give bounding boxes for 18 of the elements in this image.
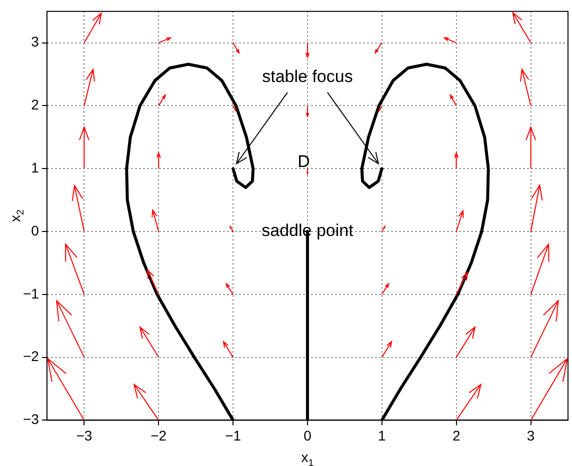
y-tick-label: −2	[22, 348, 40, 364]
y-tick-label: −3	[22, 411, 40, 428]
y-axis-title: x2	[6, 210, 27, 222]
x-tick-label: −2	[150, 427, 167, 444]
y-tick-label: 3	[31, 34, 40, 50]
annotation: D	[298, 152, 310, 172]
x-tick-label: −1	[225, 427, 242, 444]
x-tick-label: 3	[526, 427, 535, 444]
y-tick-label: 0	[31, 222, 40, 238]
y-tick-label: 1	[31, 159, 40, 176]
annotation: saddle point	[262, 221, 354, 240]
y-tick-label: 2	[31, 96, 40, 113]
x-tick-label: 2	[452, 427, 460, 444]
annotation: stable focus	[262, 67, 353, 86]
x-tick-label: 1	[378, 427, 386, 444]
y-tick-label: −1	[22, 285, 40, 302]
x-tick-label: 0	[304, 427, 312, 444]
x-tick-label: −3	[76, 427, 92, 444]
